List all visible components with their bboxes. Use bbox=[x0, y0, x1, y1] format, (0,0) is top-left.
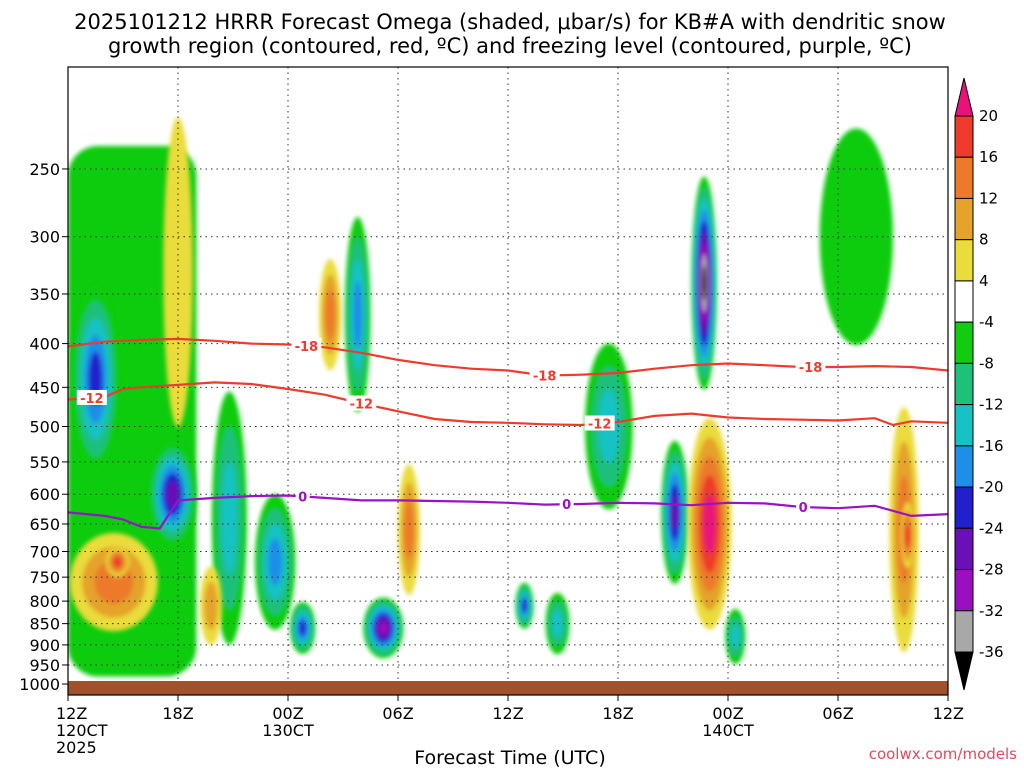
omega-feature bbox=[319, 259, 341, 370]
omega-fill bbox=[299, 621, 306, 636]
colorbar-label: -28 bbox=[979, 561, 1004, 579]
y-tick-label: 700 bbox=[29, 543, 60, 562]
colorbar-label: -20 bbox=[979, 478, 1004, 496]
colorbar-label: 4 bbox=[979, 272, 989, 290]
omega-fill bbox=[204, 582, 218, 630]
x-tick-label: 06Z bbox=[822, 704, 853, 723]
x-tick-label: 12Z bbox=[492, 704, 523, 723]
chart-title-line-1: 2025101212 HRRR Forecast Omega (shaded, … bbox=[74, 10, 946, 34]
colorbar-label: -8 bbox=[979, 354, 994, 372]
colorbar-label: 20 bbox=[979, 107, 998, 125]
omega-feature bbox=[515, 583, 533, 629]
colorbar-swatch bbox=[955, 116, 973, 157]
colorbar-swatch bbox=[955, 240, 973, 281]
y-tick-label: 600 bbox=[29, 485, 60, 504]
x-tick-label: 18Z bbox=[602, 704, 633, 723]
colorbar-label: 16 bbox=[979, 148, 998, 166]
contour-label: -18 bbox=[295, 340, 319, 355]
omega-feature bbox=[200, 567, 222, 645]
colorbar-swatch bbox=[955, 157, 973, 198]
y-tick-label: 850 bbox=[29, 615, 60, 634]
colorbar-label: 8 bbox=[979, 231, 989, 249]
omega-time-height-chart: 2025101212 HRRR Forecast Omega (shaded, … bbox=[0, 0, 1024, 768]
y-tick-label: 650 bbox=[29, 515, 60, 534]
omega-fill bbox=[905, 524, 910, 547]
omega-fill bbox=[404, 501, 414, 559]
contour-label: -12 bbox=[80, 392, 104, 407]
colorbar-swatch bbox=[955, 322, 973, 363]
y-tick-label: 900 bbox=[29, 636, 60, 655]
contour-label: 0 bbox=[562, 498, 571, 513]
y-tick-label: 800 bbox=[29, 592, 60, 611]
omega-feature bbox=[363, 598, 403, 659]
colorbar-label: -32 bbox=[979, 602, 1004, 620]
colorbar-swatch bbox=[955, 487, 973, 528]
chart-title-line-2: growth region (contoured, red, ºC) and f… bbox=[108, 34, 912, 58]
colorbar-swatch bbox=[955, 446, 973, 487]
omega-fill bbox=[325, 290, 335, 339]
x-tick-label: 140CT bbox=[702, 721, 754, 740]
contour-label: 0 bbox=[799, 501, 808, 516]
omega-feature bbox=[691, 177, 717, 390]
colorbar-swatch bbox=[955, 198, 973, 239]
credit-text: coolwx.com/models bbox=[869, 745, 1017, 763]
colorbar-label: -12 bbox=[979, 396, 1004, 414]
omega-fill bbox=[113, 557, 121, 568]
omega-feature bbox=[255, 494, 295, 630]
terrain-bar bbox=[68, 681, 948, 695]
omega-feature bbox=[72, 284, 120, 474]
colorbar-swatch bbox=[955, 570, 973, 611]
colorbar-label: -4 bbox=[979, 313, 994, 331]
colorbar-top-cap bbox=[955, 78, 973, 116]
omega-feature bbox=[398, 464, 420, 595]
omega-feature bbox=[290, 602, 316, 654]
x-tick-label: 06Z bbox=[382, 704, 413, 723]
colorbar-swatch bbox=[955, 528, 973, 569]
y-tick-label: 300 bbox=[29, 228, 60, 247]
omega-fill bbox=[163, 117, 192, 426]
contour-label: -18 bbox=[533, 370, 557, 385]
contour-label: -12 bbox=[350, 398, 374, 413]
y-tick-label: 750 bbox=[29, 568, 60, 587]
y-tick-label: 250 bbox=[29, 160, 60, 179]
plot-area: -18 -18 -18 -12 -12 -12 0 0 0 bbox=[68, 67, 948, 695]
colorbar-label: 12 bbox=[979, 189, 998, 207]
x-tick-label: 2025 bbox=[56, 738, 97, 757]
contour-label: -12 bbox=[588, 418, 612, 433]
y-tick-label: 1000 bbox=[19, 675, 60, 694]
omega-fill bbox=[222, 462, 237, 575]
y-tick-label: 450 bbox=[29, 378, 60, 397]
contour-label: -18 bbox=[799, 361, 823, 376]
x-tick-label: 18Z bbox=[162, 704, 193, 723]
y-tick-label: 500 bbox=[29, 417, 60, 436]
omega-fill bbox=[379, 622, 387, 635]
y-tick-label: 950 bbox=[29, 656, 60, 675]
y-tick-label: 350 bbox=[29, 285, 60, 304]
omega-fill bbox=[702, 265, 706, 301]
x-axis-title: Forecast Time (UTC) bbox=[414, 747, 605, 768]
omega-feature bbox=[688, 418, 732, 629]
colorbar-swatch bbox=[955, 405, 973, 446]
colorbar-label: -16 bbox=[979, 437, 1004, 455]
omega-fill bbox=[268, 538, 282, 585]
omega-fill bbox=[672, 495, 679, 530]
colorbar-label: -36 bbox=[979, 643, 1004, 661]
y-tick-label: 400 bbox=[29, 335, 60, 354]
omega-feature bbox=[345, 217, 371, 412]
colorbar-bottom-cap bbox=[955, 652, 973, 690]
x-tick-label: 12Z bbox=[933, 704, 964, 723]
colorbar: 20 16 12 8 4 -4 -8 -12 -16 -20 -24 -28 -32 -36 bbox=[955, 78, 1004, 690]
y-tick-label: 550 bbox=[29, 453, 60, 472]
omega-fill bbox=[353, 281, 362, 349]
omega-feature bbox=[163, 117, 192, 426]
colorbar-swatch bbox=[955, 281, 973, 322]
omega-feature bbox=[900, 502, 915, 569]
omega-fill bbox=[731, 624, 740, 648]
x-tick-label: 130CT bbox=[262, 721, 314, 740]
contour-label: 0 bbox=[298, 490, 307, 505]
colorbar-label: -24 bbox=[979, 519, 1004, 537]
colorbar-swatch bbox=[955, 363, 973, 404]
colorbar-swatch bbox=[955, 611, 973, 652]
